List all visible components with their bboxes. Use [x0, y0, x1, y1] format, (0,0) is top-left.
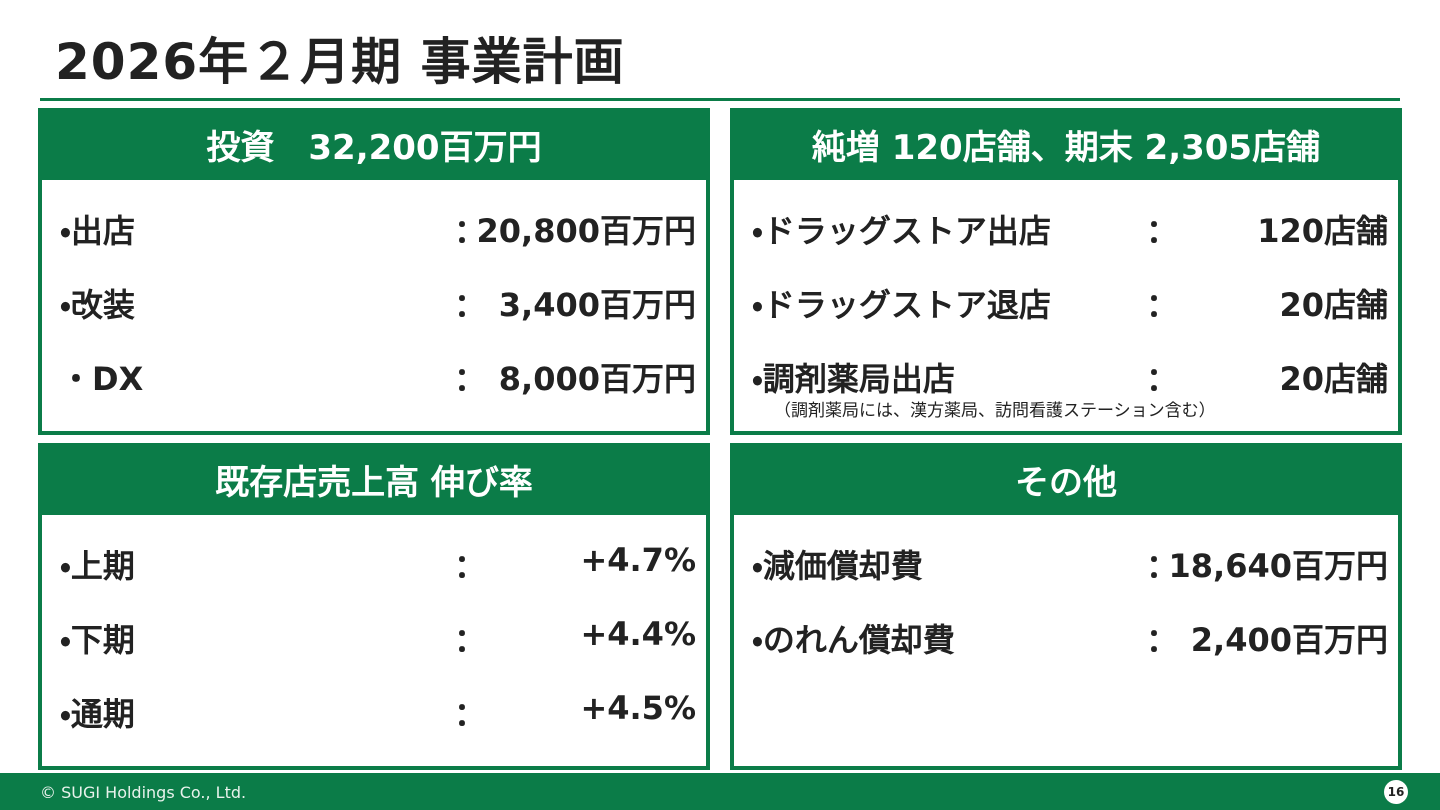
row-label: ・ドラッグストア出店 [752, 212, 1051, 250]
row-value: 20店舗 [1279, 360, 1388, 398]
row-value: 2,400百万円 [1190, 621, 1388, 659]
row: ・改装 ： 3,400百万円 [42, 280, 706, 324]
footer: © SUGI Holdings Co., Ltd. 16 [0, 773, 1440, 810]
row: ・下期 ： +4.4% [42, 615, 706, 659]
row: ・出店 ： 20,800百万円 [42, 206, 706, 250]
row-label: ・出店 [60, 212, 135, 250]
row: ・DX ： 8,000百万円 [42, 354, 706, 398]
row-value: 3,400百万円 [498, 286, 696, 324]
row-label: ・下期 [60, 621, 135, 659]
row-value: +4.4% [580, 615, 696, 653]
row-value: +4.7% [580, 541, 696, 579]
slide-title: 2026年２月期 事業計画 [55, 33, 625, 91]
panel: 純増 120店舗、期末 2,305店舗 ・ドラッグストア出店： 120店舗 ・ドラッグ… [730, 108, 1402, 435]
page-number: 16 [1384, 780, 1408, 804]
row-colon: ： [454, 212, 487, 250]
row: ・通期 ： +4.5% [42, 689, 706, 733]
row-value: 8,000百万円 [498, 360, 696, 398]
row: ・ドラッグストア退店 ： 20店舗 [734, 280, 1398, 324]
title-rule [40, 98, 1400, 101]
row-colon: ： [1146, 212, 1179, 250]
panel: 投資 32,200百万円 ・出店： 20,800百万円 ・改装： 3,400百万円 ・DX… [38, 108, 710, 435]
row: ・ドラッグストア出店 ： 120店舗 [734, 206, 1398, 250]
panel-header: 投資 32,200百万円 [38, 108, 710, 180]
row-colon: ： [1146, 621, 1179, 659]
row-value: +4.5% [580, 689, 696, 727]
row-label: ・DX [60, 360, 144, 398]
row-label: ・調剤薬局出店 [752, 360, 955, 398]
row-label: ・ドラッグストア退店 [752, 286, 1051, 324]
panel: その他 ・減価償却費： 18,640百万円 ・のれん償却費： 2,400百万円 [730, 443, 1402, 770]
row-colon: ： [454, 621, 487, 659]
row-label: ・通期 [60, 695, 135, 733]
row: ・調剤薬局出店 ： 20店舗 [734, 354, 1398, 398]
row-colon: ： [454, 695, 487, 733]
row-colon: ： [1146, 360, 1179, 398]
row-value: 18,640百万円 [1168, 547, 1389, 585]
row-label: ・上期 [60, 547, 135, 585]
panel: 既存店売上高 伸び率・上期 ： +4.7% ・下期 ： +4.4% ・通期 ： +4.5% [38, 443, 710, 770]
row-colon: ： [1146, 286, 1179, 324]
row-colon: ： [454, 547, 487, 585]
row-value: 20店舗 [1279, 286, 1388, 324]
row-label: ・減価償却費 [752, 547, 923, 585]
row-colon: ： [454, 360, 487, 398]
panel-header: その他 [730, 443, 1402, 515]
row-label: ・のれん償却費 [752, 621, 955, 659]
row-value: 20,800百万円 [476, 212, 697, 250]
row-colon: ： [1146, 547, 1179, 585]
row-colon: ： [454, 286, 487, 324]
row: ・のれん償却費 ： 2,400百万円 [734, 615, 1398, 659]
panel-header: 既存店売上高 伸び率 [38, 443, 710, 515]
row-value: 120店舗 [1257, 212, 1388, 250]
row: ・減価償却費 ： 18,640百万円 [734, 541, 1398, 585]
row-label: ・改装 [60, 286, 135, 324]
row: ・上期 ： +4.7% [42, 541, 706, 585]
panel-note: （調剤薬局には、漢方薬局、訪問看護ステーション含む） [774, 401, 1216, 421]
panel-header: 純増 120店舗、期末 2,305店舗 [730, 108, 1402, 180]
copyright: © SUGI Holdings Co., Ltd. [40, 783, 247, 802]
